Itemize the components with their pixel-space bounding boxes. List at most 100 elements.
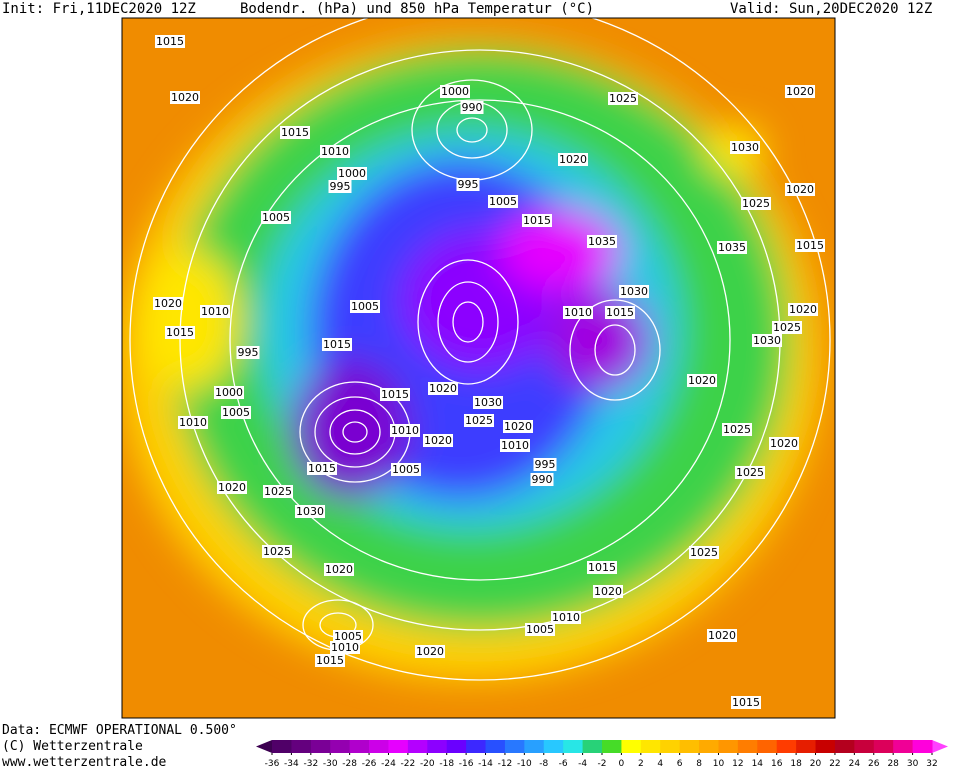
- map-frame: [121, 17, 836, 719]
- label-box: [460, 101, 484, 114]
- isobar-label: 1005: [334, 630, 362, 643]
- valid-text: Valid: Sun,20DEC2020 12Z: [730, 1, 932, 17]
- colorbar-bin: [893, 740, 914, 753]
- colorbar-tick-label: -4: [578, 759, 587, 768]
- isobar-label: 1025: [742, 197, 770, 210]
- isobar-label: 1005: [392, 463, 420, 476]
- isobar-label: 1020: [786, 85, 814, 98]
- colorbar-bin: [640, 740, 661, 753]
- label-box: [324, 563, 354, 576]
- label-box: [558, 153, 588, 166]
- isobar-label: 995: [238, 346, 259, 359]
- label-box: [605, 306, 635, 319]
- label-box: [295, 505, 325, 518]
- colorbar-over: [932, 740, 948, 753]
- init-text: Init: Fri,11DEC2020 12Z: [2, 1, 196, 17]
- label-box: [785, 85, 815, 98]
- isobar-label: 1010: [331, 641, 359, 654]
- colorbar-bin: [349, 740, 370, 753]
- footer-line: www.wetterzentrale.de: [2, 755, 167, 768]
- isobar-label: 1010: [179, 416, 207, 429]
- colorbar-tick-label: -30: [323, 759, 338, 768]
- isobar-label: 1030: [731, 141, 759, 154]
- colorbar-tick-label: 0: [619, 759, 625, 768]
- label-box: [587, 561, 617, 574]
- isobar-label: 1015: [323, 338, 351, 351]
- colorbar-tick-label: 2: [638, 759, 644, 768]
- label-box: [322, 338, 352, 351]
- label-box: [165, 326, 195, 339]
- colorbar-bin: [446, 740, 467, 753]
- label-box: [473, 396, 503, 409]
- colorbar-tick-label: 24: [849, 759, 861, 768]
- label-box: [263, 485, 293, 498]
- label-box: [735, 466, 765, 479]
- colorbar-tick-label: -8: [539, 759, 548, 768]
- isobar-label: 1005: [526, 623, 554, 636]
- label-box: [525, 623, 555, 636]
- colorbar-tick-label: 16: [771, 759, 783, 768]
- label-box: [551, 611, 581, 624]
- colorbar-bin: [272, 740, 292, 753]
- colorbar-bin: [834, 740, 855, 753]
- footer-line: (C) Wetterzentrale: [2, 739, 143, 754]
- colorbar-tick-label: 4: [657, 759, 663, 768]
- label-box: [280, 126, 310, 139]
- isobar-label: 1000: [215, 386, 243, 399]
- label-box: [320, 145, 350, 158]
- label-box: [593, 585, 623, 598]
- colorbar-bin: [291, 740, 312, 753]
- isobar-label: 1025: [690, 546, 718, 559]
- label-box: [772, 321, 802, 334]
- isobar-label: 1010: [552, 611, 580, 624]
- isobar-label: 1005: [351, 300, 379, 313]
- label-box: [328, 180, 352, 193]
- colorbar-tick-label: -24: [381, 759, 396, 768]
- isobar-label: 1000: [441, 85, 469, 98]
- warm-patch: [140, 250, 240, 390]
- label-box: [307, 462, 337, 475]
- colorbar-under: [256, 740, 272, 753]
- colorbar-bin: [369, 740, 389, 753]
- label-box: [500, 439, 530, 452]
- colorbar-bin: [524, 740, 545, 753]
- isobar-label: 1030: [474, 396, 502, 409]
- colorbar-tick-label: -18: [439, 759, 454, 768]
- colorbar-bin: [330, 740, 351, 753]
- label-box: [533, 458, 557, 471]
- isobar-label: 1035: [718, 241, 746, 254]
- label-box: [428, 382, 458, 395]
- isobar-label: 1015: [732, 696, 760, 709]
- label-box: [464, 414, 494, 427]
- isobar-label: 1025: [773, 321, 801, 334]
- isobar-label: 1015: [281, 126, 309, 139]
- label-box: [522, 214, 552, 227]
- colorbar-bin: [543, 740, 564, 753]
- colorbar-tick-label: -10: [517, 759, 532, 768]
- isobar-label: 1015: [588, 561, 616, 574]
- colorbar-tick-label: 6: [677, 759, 683, 768]
- isobar-label: 1020: [218, 481, 246, 494]
- isobar-label: 1025: [264, 485, 292, 498]
- colorbar: -36 -34 -32 -30 -28 -26 -24 -22 -20 -18 -16 -14 -12-…: [256, 740, 948, 768]
- label-box: [741, 197, 771, 210]
- label-box: [440, 85, 470, 98]
- colorbar-tick-label: 26: [868, 759, 880, 768]
- label-box: [337, 167, 367, 180]
- colorbar-tick-label: -16: [459, 759, 474, 768]
- label-box: [730, 141, 760, 154]
- colorbar-tick-label: -12: [498, 759, 513, 768]
- label-box: [769, 437, 799, 450]
- label-box: [221, 406, 251, 419]
- label-box: [503, 420, 533, 433]
- isobar-label: 995: [535, 458, 556, 471]
- colorbar-bin: [602, 740, 622, 753]
- label-box: [530, 473, 554, 486]
- isobar-label: 990: [462, 101, 483, 114]
- colorbar-bin: [699, 740, 719, 753]
- isobar-label: 1020: [171, 91, 199, 104]
- colorbar-bin: [757, 740, 778, 753]
- label-box: [170, 91, 200, 104]
- isobar-label: 1005: [222, 406, 250, 419]
